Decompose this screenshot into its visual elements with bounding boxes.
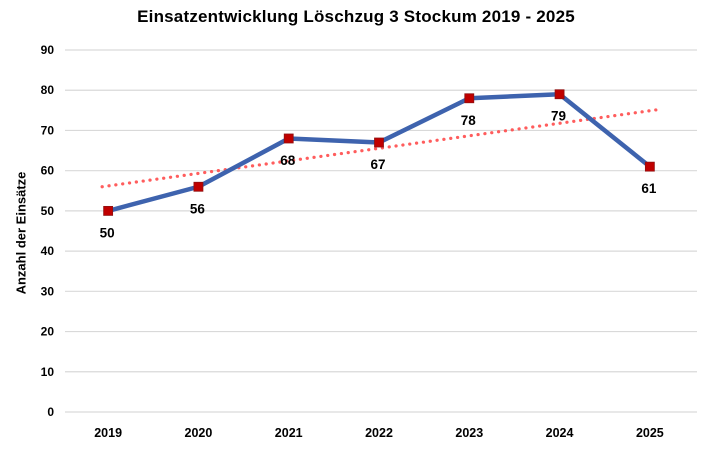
data-point-marker (464, 93, 475, 104)
x-tick-label: 2023 (455, 426, 483, 440)
y-tick-label: 70 (41, 123, 55, 137)
data-point-marker (193, 181, 204, 192)
x-tick-label: 2025 (636, 426, 664, 440)
data-point-marker (554, 89, 565, 100)
y-tick-label: 60 (41, 164, 55, 178)
chart-title: Einsatzentwicklung Löschzug 3 Stockum 20… (137, 7, 575, 26)
y-tick-label: 30 (41, 284, 55, 298)
data-label: 61 (641, 181, 657, 196)
x-tick-label: 2024 (546, 426, 574, 440)
x-tick-label: 2021 (275, 426, 303, 440)
data-label: 50 (100, 225, 115, 240)
y-tick-label: 50 (41, 204, 55, 218)
data-point-marker (644, 161, 655, 172)
data-point-marker (103, 205, 114, 216)
y-tick-label: 90 (41, 43, 55, 57)
data-point-marker (374, 137, 384, 148)
data-label: 79 (551, 109, 566, 124)
y-tick-label: 40 (41, 244, 55, 258)
x-tick-label: 2022 (365, 426, 393, 440)
y-tick-label: 80 (41, 83, 55, 97)
data-label: 56 (190, 201, 206, 216)
x-tick-label: 2019 (94, 426, 122, 440)
series-line (105, 91, 653, 214)
data-label: 67 (370, 157, 385, 172)
data-label: 68 (280, 153, 296, 168)
data-label: 78 (461, 113, 477, 128)
y-tick-label: 10 (41, 365, 55, 379)
y-tick-label: 0 (47, 405, 54, 419)
x-tick-label: 2020 (185, 426, 213, 440)
trendline (100, 108, 658, 189)
data-point-marker (283, 133, 294, 144)
y-tick-label: 20 (41, 325, 55, 339)
